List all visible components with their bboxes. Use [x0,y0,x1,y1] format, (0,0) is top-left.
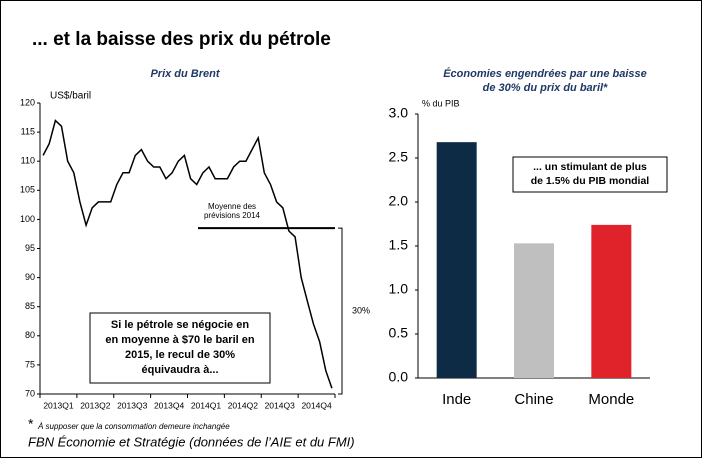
y-tick-label: 110 [21,156,35,166]
bar [436,142,477,378]
x-tick-label: 2014Q1 [191,400,222,410]
x-tick-label: Inde [442,391,471,408]
y-axis-label: % du PIB [422,98,460,108]
x-tick-label: 2013Q1 [43,400,74,410]
y-tick-label: 75 [25,359,35,369]
y-tick-label: 3.0 [389,105,409,121]
y-axis-label: US$/baril [50,91,91,102]
forecast-label: prévisions 2014 [204,211,261,220]
y-tick-label: 0.0 [389,369,409,385]
y-tick-label: 105 [20,185,35,195]
x-tick-label: Monde [588,391,634,408]
footnote: À supposer que la consommation demeure i… [37,422,230,431]
y-tick-label: 85 [25,301,35,311]
note-text: en moyenne à $70 le baril en [105,334,254,346]
chart-title: Économies engendrées par une baisse [443,67,647,80]
y-tick-label: 80 [25,330,35,340]
y-tick-label: 0.5 [389,325,409,341]
source: FBN Économie et Stratégie (données de l’… [28,434,355,449]
y-tick-label: 2.5 [389,149,409,165]
x-tick-label: 2013Q4 [154,400,185,410]
x-tick-label: 2014Q3 [265,400,296,410]
x-tick-label: 2013Q2 [80,400,111,410]
y-tick-label: 90 [25,272,35,282]
note-text: Si le pétrole se négocie en [111,319,249,331]
note-text: équivaudra à... [141,364,218,376]
bracket-label: 30% [352,305,370,315]
slide-title: ... et la baisse des prix du pétrole [32,29,331,50]
bracket [338,227,343,395]
note-box [512,156,668,193]
y-tick-label: 95 [25,243,35,253]
price-line [42,119,333,389]
x-tick-label: 2014Q2 [228,400,259,410]
x-tick-label: 2013Q3 [117,400,148,410]
chart-title: de 30% du prix du baril* [483,82,608,94]
y-tick-label: 2.0 [389,193,409,209]
y-tick-label: 1.0 [389,281,409,297]
footnote-mark: * [28,416,34,432]
y-tick-label: 70 [25,388,35,398]
x-tick-label: 2014Q4 [301,400,332,410]
note-text: ... un stimulant de plus [533,161,647,173]
bar [591,224,632,378]
note-box [89,312,271,384]
y-tick-label: 120 [20,97,35,107]
y-tick-label: 1.5 [389,237,409,253]
bar [514,243,554,378]
note-text: 2015, le recul de 30% [125,349,235,361]
note-text: de 1.5% du PIB mondial [531,175,650,187]
y-tick-label: 115 [21,126,35,136]
chart-title: Prix du Brent [150,68,220,80]
y-tick-label: 100 [20,214,35,224]
forecast-label: Moyenne des [208,202,256,211]
x-tick-label: Chine [514,391,553,408]
